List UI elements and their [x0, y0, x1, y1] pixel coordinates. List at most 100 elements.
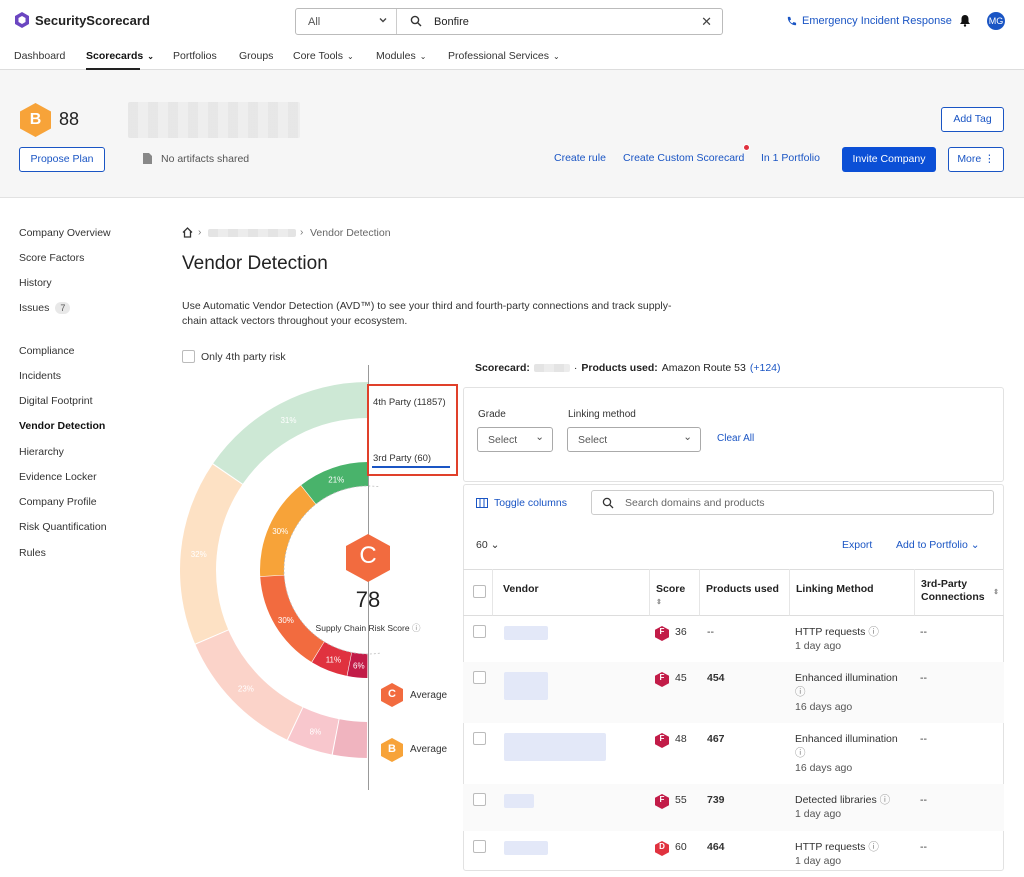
main-nav: Dashboard Scorecards ⌄ Portfolios Groups …	[0, 44, 1024, 70]
sidebar-item-score-factors[interactable]: Score Factors	[19, 252, 85, 264]
sidebar-item-company-overview[interactable]: Company Overview	[19, 227, 111, 239]
row-products-used[interactable]: 739	[707, 794, 725, 806]
sidebar-item-incidents[interactable]: Incidents	[19, 370, 62, 382]
export-button[interactable]: Export	[842, 539, 873, 551]
more-products-link[interactable]: (+124)	[749, 362, 781, 374]
inner-ring-segment[interactable]	[347, 652, 368, 678]
row-checkbox[interactable]	[473, 732, 486, 745]
column-header-vendor[interactable]: Vendor	[493, 569, 650, 616]
inner-ring-segment[interactable]	[260, 575, 325, 663]
vendor-name-redacted[interactable]	[504, 626, 548, 640]
inner-ring-segment[interactable]	[260, 485, 316, 577]
in-portfolio-link[interactable]: In 1 Portfolio	[761, 152, 820, 164]
sidebar-item-hierarchy[interactable]: Hierarchy	[19, 446, 64, 458]
invite-company-button[interactable]: Invite Company	[842, 147, 936, 172]
emergency-response-link[interactable]: Emergency Incident Response	[786, 15, 952, 27]
propose-plan-button[interactable]: Propose Plan	[19, 147, 105, 172]
scorecard-summary: Scorecard: · Products used: Amazon Route…	[475, 362, 781, 374]
create-custom-scorecard-link[interactable]: Create Custom Scorecard	[623, 152, 745, 164]
column-header-linking-method[interactable]: Linking Method	[790, 569, 915, 616]
row-checkbox[interactable]	[473, 840, 486, 853]
search-input[interactable]: Bonfire	[434, 16, 469, 28]
clear-search-icon[interactable]: ✕	[701, 14, 712, 29]
vendor-name-redacted[interactable]	[504, 733, 606, 761]
tab-3rd-party[interactable]: 3rd Party (60)	[373, 453, 432, 464]
grade-select[interactable]: Select ⌄	[477, 427, 553, 452]
sidebar-item-digital-footprint[interactable]: Digital Footprint	[19, 395, 93, 407]
sidebar-item-company-profile[interactable]: Company Profile	[19, 496, 97, 508]
row-products-used[interactable]: 454	[707, 672, 725, 684]
add-to-portfolio-button[interactable]: Add to Portfolio ⌄	[896, 539, 980, 551]
column-header-products[interactable]: Products used	[700, 569, 790, 616]
nav-professional-services[interactable]: Professional Services ⌄	[448, 50, 560, 62]
column-header-3rd-party-connections[interactable]: 3rd-Party Connections ⇕	[915, 569, 1004, 616]
sidebar-item-risk-quantification[interactable]: Risk Quantification	[19, 521, 107, 533]
outer-ring-segment[interactable]	[180, 464, 243, 644]
table-row[interactable]: F 48 467 Enhanced illumination ⓘ 16 days ago…	[463, 723, 1004, 784]
sidebar-item-vendor-detection[interactable]: Vendor Detection	[19, 420, 106, 432]
row-products-used[interactable]: 467	[707, 733, 725, 745]
row-checkbox[interactable]	[473, 793, 486, 806]
outer-ring-segment[interactable]	[287, 707, 339, 755]
brand-logo[interactable]: SecurityScorecard	[14, 12, 150, 28]
table-row[interactable]: F 36 -- HTTP requests ⓘ 1 day ago --	[463, 616, 1004, 662]
page-size-select[interactable]: 60 ⌄	[476, 539, 499, 551]
filter-panel: Grade Select ⌄ Linking method Select ⌄ Cle…	[463, 387, 1004, 482]
page-title: Vendor Detection	[182, 253, 328, 274]
info-icon[interactable]: ⓘ	[868, 626, 879, 638]
nav-scorecards[interactable]: Scorecards ⌄	[86, 50, 154, 70]
column-header-score[interactable]: Score ⇕	[650, 569, 700, 616]
issues-count-badge: 7	[55, 302, 71, 314]
chevron-down-icon: ⌄	[552, 51, 560, 61]
grade-hexagon-icon	[655, 672, 669, 687]
linking-method-select[interactable]: Select ⌄	[567, 427, 701, 452]
center-score-label: Supply Chain Risk Score ⓘ	[308, 622, 428, 634]
more-button[interactable]: More ⋮	[948, 147, 1004, 172]
row-products-used[interactable]: 464	[707, 841, 725, 853]
sidebar-item-issues[interactable]: Issues 7	[19, 302, 71, 314]
linking-select-value: Select	[578, 434, 608, 446]
outer-ring-segment[interactable]	[213, 382, 368, 484]
search-scope-select[interactable]: All	[308, 16, 321, 28]
avatar[interactable]: MG	[987, 12, 1005, 30]
table-row[interactable]: D 60 464 HTTP requests ⓘ 1 day ago --	[463, 831, 1004, 877]
nav-portfolios[interactable]: Portfolios	[173, 50, 217, 62]
create-rule-link[interactable]: Create rule	[554, 152, 606, 164]
vendor-name-redacted[interactable]	[504, 841, 548, 855]
nav-groups[interactable]: Groups	[239, 50, 273, 62]
sidebar-item-rules[interactable]: Rules	[19, 547, 46, 559]
select-all-checkbox[interactable]	[473, 585, 486, 598]
row-checkbox[interactable]	[473, 671, 486, 684]
vendor-name-redacted[interactable]	[504, 794, 534, 808]
only-4th-party-checkbox[interactable]	[182, 350, 195, 363]
sidebar-item-history[interactable]: History	[19, 277, 52, 289]
info-icon[interactable]: ⓘ	[868, 841, 879, 853]
row-checkbox[interactable]	[473, 625, 486, 638]
table-row[interactable]: F 45 454 Enhanced illumination ⓘ 16 days ago…	[463, 662, 1004, 723]
inner-ring-segment[interactable]	[301, 462, 368, 505]
info-icon[interactable]: ⓘ	[795, 747, 806, 759]
inner-ring-segment[interactable]	[312, 641, 352, 676]
toggle-columns-button[interactable]: Toggle columns	[476, 497, 567, 509]
outer-ring-segment[interactable]	[195, 630, 303, 740]
nav-core-tools[interactable]: Core Tools ⌄	[293, 50, 354, 62]
table-row[interactable]: F 55 739 Detected libraries ⓘ 1 day ago --	[463, 784, 1004, 831]
bell-icon[interactable]	[959, 14, 971, 27]
sidebar-item-evidence-locker[interactable]: Evidence Locker	[19, 471, 97, 483]
info-icon[interactable]: ⓘ	[411, 623, 421, 633]
nav-dashboard[interactable]: Dashboard	[14, 50, 65, 62]
info-icon[interactable]: ⓘ	[795, 686, 806, 698]
outer-ring-segment[interactable]	[332, 719, 368, 758]
table-search-input[interactable]: Search domains and products	[591, 490, 994, 515]
tab-4th-party[interactable]: 4th Party (11857)	[373, 397, 446, 408]
row-detected-time: 16 days ago	[795, 762, 853, 774]
nav-modules[interactable]: Modules ⌄	[376, 50, 426, 62]
clear-all-button[interactable]: Clear All	[717, 433, 755, 444]
home-icon[interactable]	[182, 227, 193, 238]
breadcrumb-company-redacted[interactable]	[208, 229, 296, 237]
vendor-name-redacted[interactable]	[504, 672, 548, 700]
sidebar-item-compliance[interactable]: Compliance	[19, 345, 75, 357]
chevron-down-icon[interactable]	[378, 15, 388, 25]
info-icon[interactable]: ⓘ	[879, 794, 891, 806]
add-tag-button[interactable]: Add Tag	[941, 107, 1004, 132]
